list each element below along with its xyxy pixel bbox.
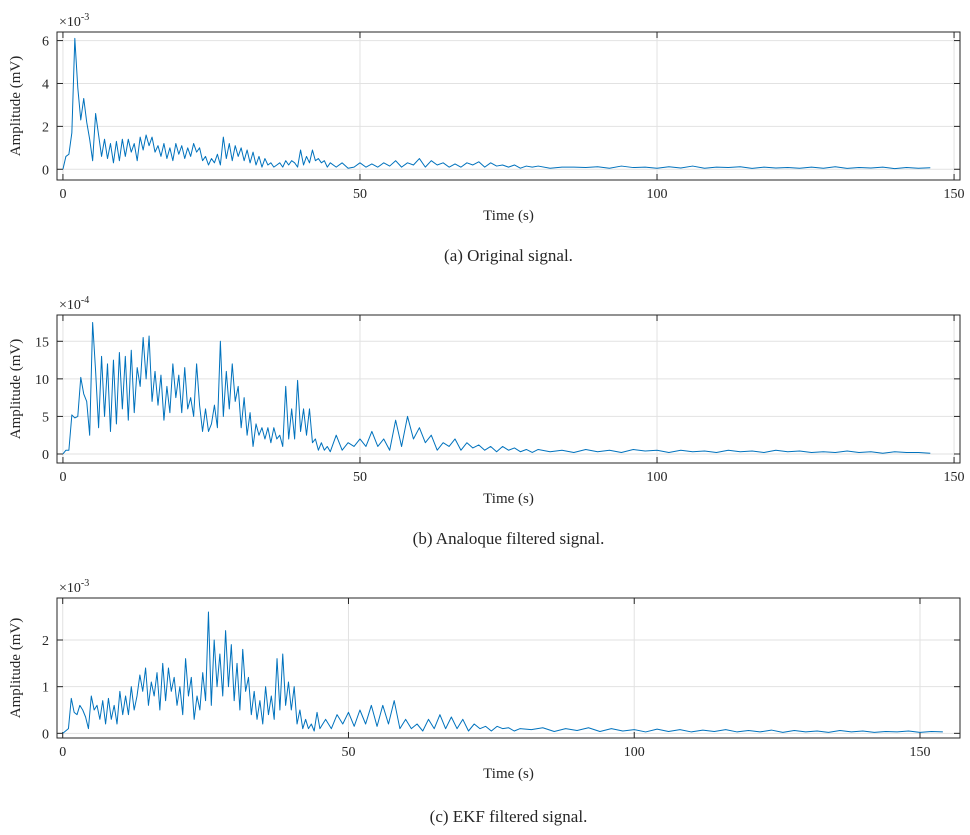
panel-b-caption: (b) Analoque filtered signal. xyxy=(413,529,605,548)
panel-a-grid xyxy=(57,32,960,180)
x-tick-label: 50 xyxy=(341,745,355,760)
y-tick-label: 10 xyxy=(35,373,49,388)
panel-a-y-tick-labels: 0 2 4 6 xyxy=(42,35,49,179)
y-tick-label: 2 xyxy=(42,120,49,135)
panel-c-ticks xyxy=(57,598,960,738)
panel-c-y-axis-label: Amplitude (mV) xyxy=(8,618,24,718)
panel-b-axes-box xyxy=(56,314,961,464)
panel-c-exponent-label: ×10-3 xyxy=(59,578,89,596)
x-tick-label: 100 xyxy=(624,745,645,760)
x-tick-label: 100 xyxy=(647,187,668,202)
panel-a-y-axis-label: Amplitude (mV) xyxy=(8,56,24,156)
panel-a-ticks xyxy=(57,32,960,180)
y-tick-label: 0 xyxy=(42,448,49,463)
y-tick-label: 2 xyxy=(42,634,49,649)
panel-c-caption: (c) EKF filtered signal. xyxy=(430,807,588,826)
x-tick-label: 150 xyxy=(909,745,930,760)
x-tick-label: 150 xyxy=(944,470,965,485)
panel-c-axes-box xyxy=(56,597,961,739)
y-tick-label: 6 xyxy=(42,35,49,50)
panel-b-ticks xyxy=(57,315,960,463)
panel-b: 0 50 100 150 0 5 10 15 ×10-4 Amplitude (mV) Ti… xyxy=(8,295,965,548)
panel-c-x-axis-label: Time (s) xyxy=(483,766,534,782)
panel-c-x-tick-labels: 0 50 100 150 xyxy=(59,745,930,760)
x-tick-label: 0 xyxy=(59,470,66,485)
panel-a-x-axis-label: Time (s) xyxy=(483,208,534,224)
x-tick-label: 0 xyxy=(59,745,66,760)
y-tick-label: 4 xyxy=(42,77,49,92)
x-tick-label: 150 xyxy=(944,187,965,202)
panel-b-x-tick-labels: 0 50 100 150 xyxy=(59,470,964,485)
panel-a-exponent-label: ×10-3 xyxy=(59,12,89,30)
panel-b-signal-line xyxy=(62,322,931,455)
panel-a-caption: (a) Original signal. xyxy=(444,246,573,265)
y-tick-label: 5 xyxy=(42,410,49,425)
x-tick-label: 50 xyxy=(353,470,367,485)
x-tick-label: 0 xyxy=(59,187,66,202)
x-tick-label: 100 xyxy=(647,470,668,485)
panel-c: 0 50 100 150 0 1 2 ×10-3 Amplitude (mV) Time … xyxy=(8,578,961,826)
panel-b-exponent-label: ×10-4 xyxy=(59,295,89,313)
panel-a: 0 50 100 150 0 2 4 6 ×10-3 Amplitude (mV) Time… xyxy=(8,12,965,265)
panel-b-y-axis-label: Amplitude (mV) xyxy=(8,339,24,439)
panel-b-y-tick-labels: 0 5 10 15 xyxy=(35,335,49,463)
y-tick-label: 0 xyxy=(42,727,49,742)
panel-c-y-tick-labels: 0 1 2 xyxy=(42,634,49,742)
y-tick-label: 15 xyxy=(35,335,49,350)
panel-a-axes-box xyxy=(56,31,961,181)
y-tick-label: 1 xyxy=(42,681,49,696)
panel-a-x-tick-labels: 0 50 100 150 xyxy=(59,187,964,202)
panel-a-signal-line xyxy=(62,37,931,170)
x-tick-label: 50 xyxy=(353,187,367,202)
panel-b-x-axis-label: Time (s) xyxy=(483,491,534,507)
y-tick-label: 0 xyxy=(42,163,49,178)
panel-c-grid xyxy=(57,598,960,738)
panel-b-grid xyxy=(57,315,960,463)
panel-c-signal-line xyxy=(62,611,943,734)
